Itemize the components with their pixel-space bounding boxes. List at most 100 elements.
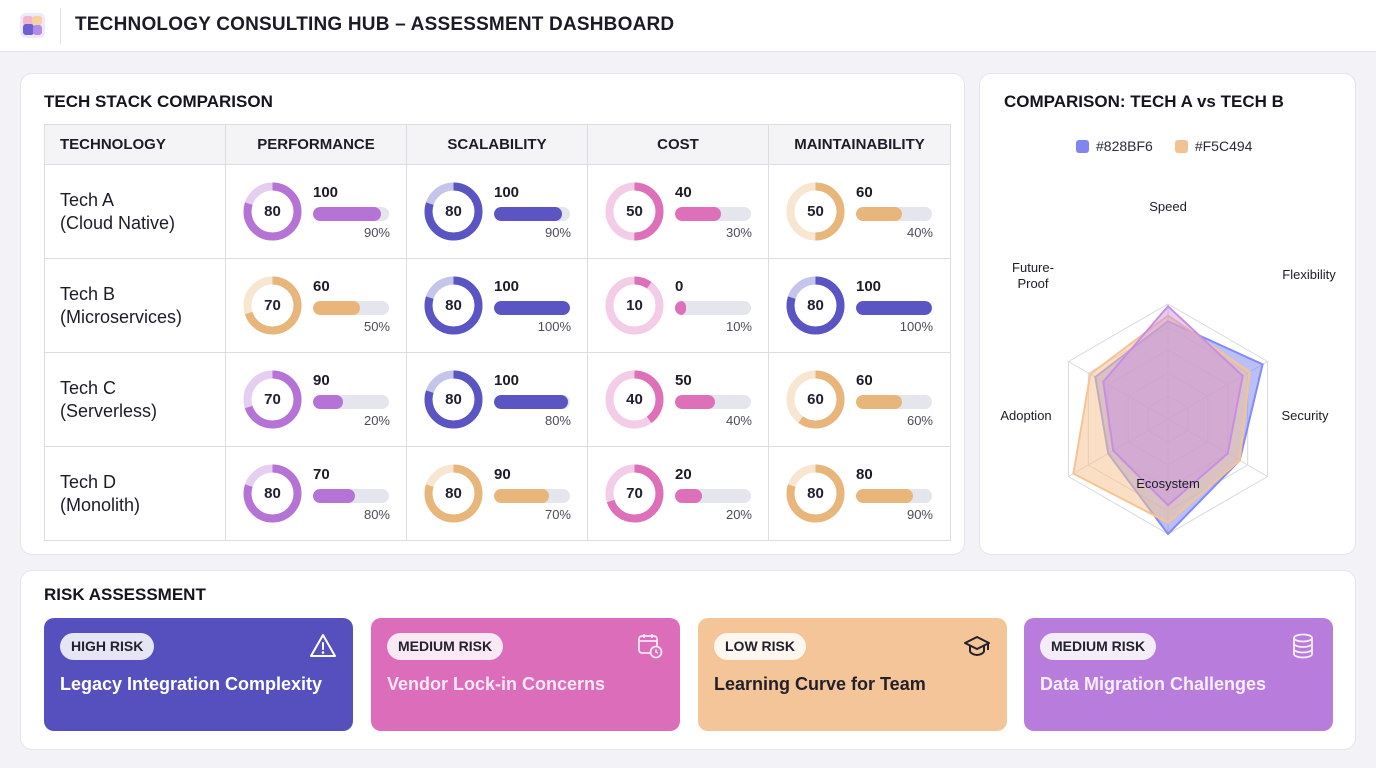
bar-percent: 20% (363, 413, 390, 428)
column-header-scalability[interactable]: SCALABILITY (406, 124, 588, 165)
cost-metric[interactable]: 40 50 40% (588, 353, 768, 446)
score-ring-fill (605, 370, 664, 429)
bar-percent: 60% (906, 413, 933, 428)
database-icon[interactable] (1289, 632, 1317, 660)
risk-card[interactable]: LOW RISK Learning Curve for Team (698, 618, 1007, 731)
score-value: 70 (626, 485, 643, 502)
score-ring (605, 276, 664, 335)
tech-stack-comparison-card: TECH STACK COMPARISON TECHNOLOGY PERFORM… (20, 73, 965, 555)
score-ring (424, 182, 483, 241)
maintainability-metric[interactable]: 80 80 90% (769, 447, 949, 540)
scalability-cell: 80 100 100% (406, 258, 588, 353)
table-row[interactable]: Tech A (Cloud Native) 80 100 90% 80 100 90% 50 40… (44, 164, 951, 259)
table-row[interactable]: Tech B (Microservices) 70 60 50% 80 100 100% 10 0… (44, 258, 951, 353)
cost-metric[interactable]: 70 20 20% (588, 447, 768, 540)
progress-bar-fill (675, 489, 702, 503)
bar-percent: 90% (363, 225, 390, 240)
progress-bar (856, 301, 932, 315)
performance-metric[interactable]: 70 60 50% (226, 259, 406, 352)
cost-cell: 40 50 40% (587, 352, 769, 447)
maintainability-metric[interactable]: 50 60 40% (769, 165, 949, 258)
scalability-metric[interactable]: 80 100 90% (407, 165, 587, 258)
performance-cell: 80 100 90% (225, 164, 407, 259)
progress-bar (675, 207, 751, 221)
score-value: 80 (445, 391, 462, 408)
progress-bar-fill (313, 301, 361, 315)
progress-bar (856, 207, 932, 221)
graduation-cap-icon[interactable] (963, 632, 991, 660)
progress-bar (313, 395, 389, 409)
table-row[interactable]: Tech D (Monolith) 80 70 80% 80 90 70% 70 20 20% 80 8… (44, 446, 951, 541)
progress-bar (313, 301, 389, 315)
column-header-cost[interactable]: COST (587, 124, 769, 165)
warning-icon[interactable] (309, 632, 337, 660)
score-ring-fill (243, 464, 302, 523)
score-value: 70 (264, 391, 281, 408)
score-ring (786, 182, 845, 241)
legend-item-tech-b[interactable]: #F5C494 (1174, 138, 1253, 154)
maintainability-cell: 50 60 40% (768, 164, 951, 259)
progress-bar (494, 207, 570, 221)
maintainability-metric[interactable]: 80 100 100% (769, 259, 949, 352)
bar-value: 80 (856, 466, 873, 483)
radar-chart (1067, 303, 1269, 536)
progress-bar-fill (856, 207, 902, 221)
risk-card[interactable]: HIGH RISK Legacy Integration Complexity (44, 618, 353, 731)
risk-card[interactable]: MEDIUM RISK Data Migration Challenges (1024, 618, 1333, 731)
score-ring-fill (424, 464, 483, 523)
maintainability-metric[interactable]: 60 60 60% (769, 353, 949, 446)
performance-metric[interactable]: 80 70 80% (226, 447, 406, 540)
technology-type-line: (Monolith) (60, 494, 141, 515)
scalability-metric[interactable]: 80 100 80% (407, 353, 587, 446)
technology-name-line: Tech C (60, 377, 117, 398)
technology-name-line: Tech A (60, 189, 115, 210)
progress-bar-fill (675, 395, 715, 409)
performance-metric[interactable]: 80 100 90% (226, 165, 406, 258)
risk-title: Legacy Integration Complexity (60, 674, 323, 694)
scalability-metric[interactable]: 80 100 100% (407, 259, 587, 352)
score-ring (424, 464, 483, 523)
page-title: TECHNOLOGY CONSULTING HUB – ASSESSMENT D… (75, 14, 675, 35)
bar-percent: 70% (544, 507, 571, 522)
bar-percent: 100% (899, 319, 933, 334)
score-ring (424, 370, 483, 429)
bar-value: 60 (856, 184, 873, 201)
technology-cell: Tech D (Monolith) (44, 446, 226, 541)
column-header-performance[interactable]: PERFORMANCE (225, 124, 407, 165)
score-value: 80 (807, 297, 824, 314)
radar-series-polygon[interactable] (1102, 304, 1244, 507)
risk-title: Learning Curve for Team (714, 674, 926, 694)
bar-percent: 50% (363, 319, 390, 334)
progress-bar-fill (494, 301, 570, 315)
technology-name-line: Tech B (60, 283, 116, 304)
radar-series-polygon[interactable] (1072, 314, 1251, 524)
score-ring-fill (243, 182, 302, 241)
performance-cell: 80 70 80% (225, 446, 407, 541)
cost-metric[interactable]: 10 0 10% (588, 259, 768, 352)
score-ring-fill (424, 370, 483, 429)
app-logo-icon[interactable] (19, 12, 46, 39)
score-ring-fill (243, 370, 302, 429)
risk-level-badge: HIGH RISK (60, 633, 155, 660)
progress-bar-fill (675, 207, 721, 221)
risk-card[interactable]: MEDIUM RISK Vendor Lock-in Concerns (371, 618, 680, 731)
scalability-cell: 80 90 70% (406, 446, 588, 541)
axis-label-ecosystem: Ecosystem (1136, 476, 1200, 491)
cost-metric[interactable]: 50 40 30% (588, 165, 768, 258)
score-value: 50 (626, 203, 643, 220)
cost-cell: 70 20 20% (587, 446, 769, 541)
performance-metric[interactable]: 70 90 20% (226, 353, 406, 446)
progress-bar (675, 395, 751, 409)
table-row[interactable]: Tech C (Serverless) 70 90 20% 80 100 80% 40 50 40%… (44, 352, 951, 447)
column-header-technology[interactable]: TECHNOLOGY (44, 124, 226, 165)
score-value: 50 (807, 203, 824, 220)
scalability-metric[interactable]: 80 90 70% (407, 447, 587, 540)
risk-level-badge: LOW RISK (714, 633, 806, 660)
technology-type-line: (Serverless) (60, 400, 158, 421)
legend-label-tech-b: #F5C494 (1194, 138, 1253, 154)
score-ring-fill (786, 464, 845, 523)
bar-percent: 80% (544, 413, 571, 428)
legend-item-tech-a[interactable]: #828BF6 (1076, 138, 1153, 154)
column-header-maintainability[interactable]: MAINTAINABILITY (768, 124, 951, 165)
calendar-clock-icon[interactable] (636, 632, 664, 660)
